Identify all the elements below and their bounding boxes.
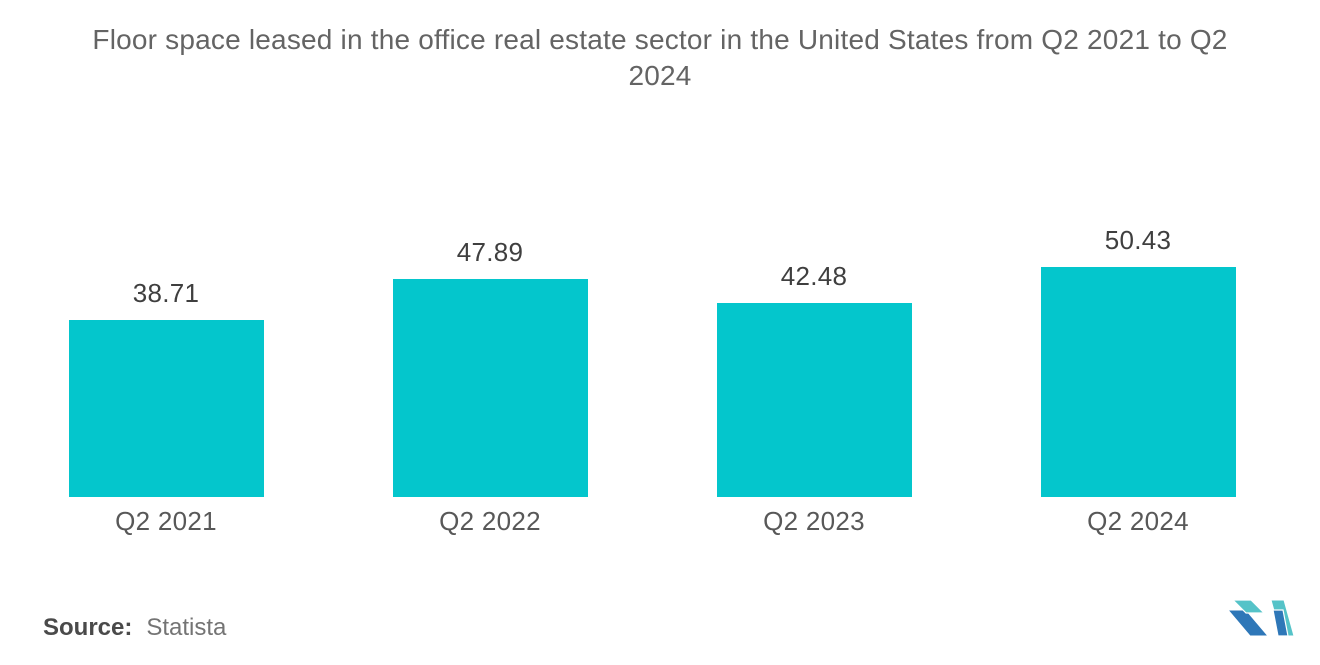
value-label: 38.71	[132, 278, 200, 308]
mordor-intelligence-logo	[1228, 599, 1294, 637]
bar-q2-2021	[68, 320, 264, 497]
logo-left-teal-band	[1231, 599, 1266, 614]
category-label: Q2 2023	[763, 506, 865, 536]
bar-group: 38.71	[4, 225, 328, 497]
categories-row: Q2 2021 Q2 2022 Q2 2023 Q2 2024	[4, 506, 1300, 537]
bar-group: 47.89	[328, 225, 652, 497]
bar-q2-2024	[1040, 267, 1236, 497]
source-line: Source: Statista	[43, 613, 226, 643]
chart-title-line2: 2024	[628, 60, 692, 91]
bar-q2-2023	[716, 303, 912, 497]
source-name: Statista	[146, 614, 227, 641]
chart-title-line1: Floor space leased in the office real es…	[92, 24, 1228, 55]
bar-group: 42.48	[652, 225, 976, 497]
value-label: 50.43	[1104, 225, 1172, 255]
bars-row: 38.71 47.89 42.48 50.43	[4, 225, 1300, 497]
value-label: 47.89	[456, 237, 524, 267]
bar-group: 50.43	[976, 225, 1300, 497]
logo-left-blue-diagonal	[1228, 609, 1270, 637]
category-label: Q2 2022	[439, 506, 541, 536]
bar-q2-2022	[392, 279, 588, 497]
category-label: Q2 2024	[1087, 506, 1189, 536]
value-label: 42.48	[780, 261, 848, 291]
logo-right-blue-bar	[1272, 609, 1289, 637]
source-label: Source:	[43, 614, 133, 641]
chart-title: Floor space leased in the office real es…	[0, 22, 1320, 94]
category-label: Q2 2021	[115, 506, 217, 536]
